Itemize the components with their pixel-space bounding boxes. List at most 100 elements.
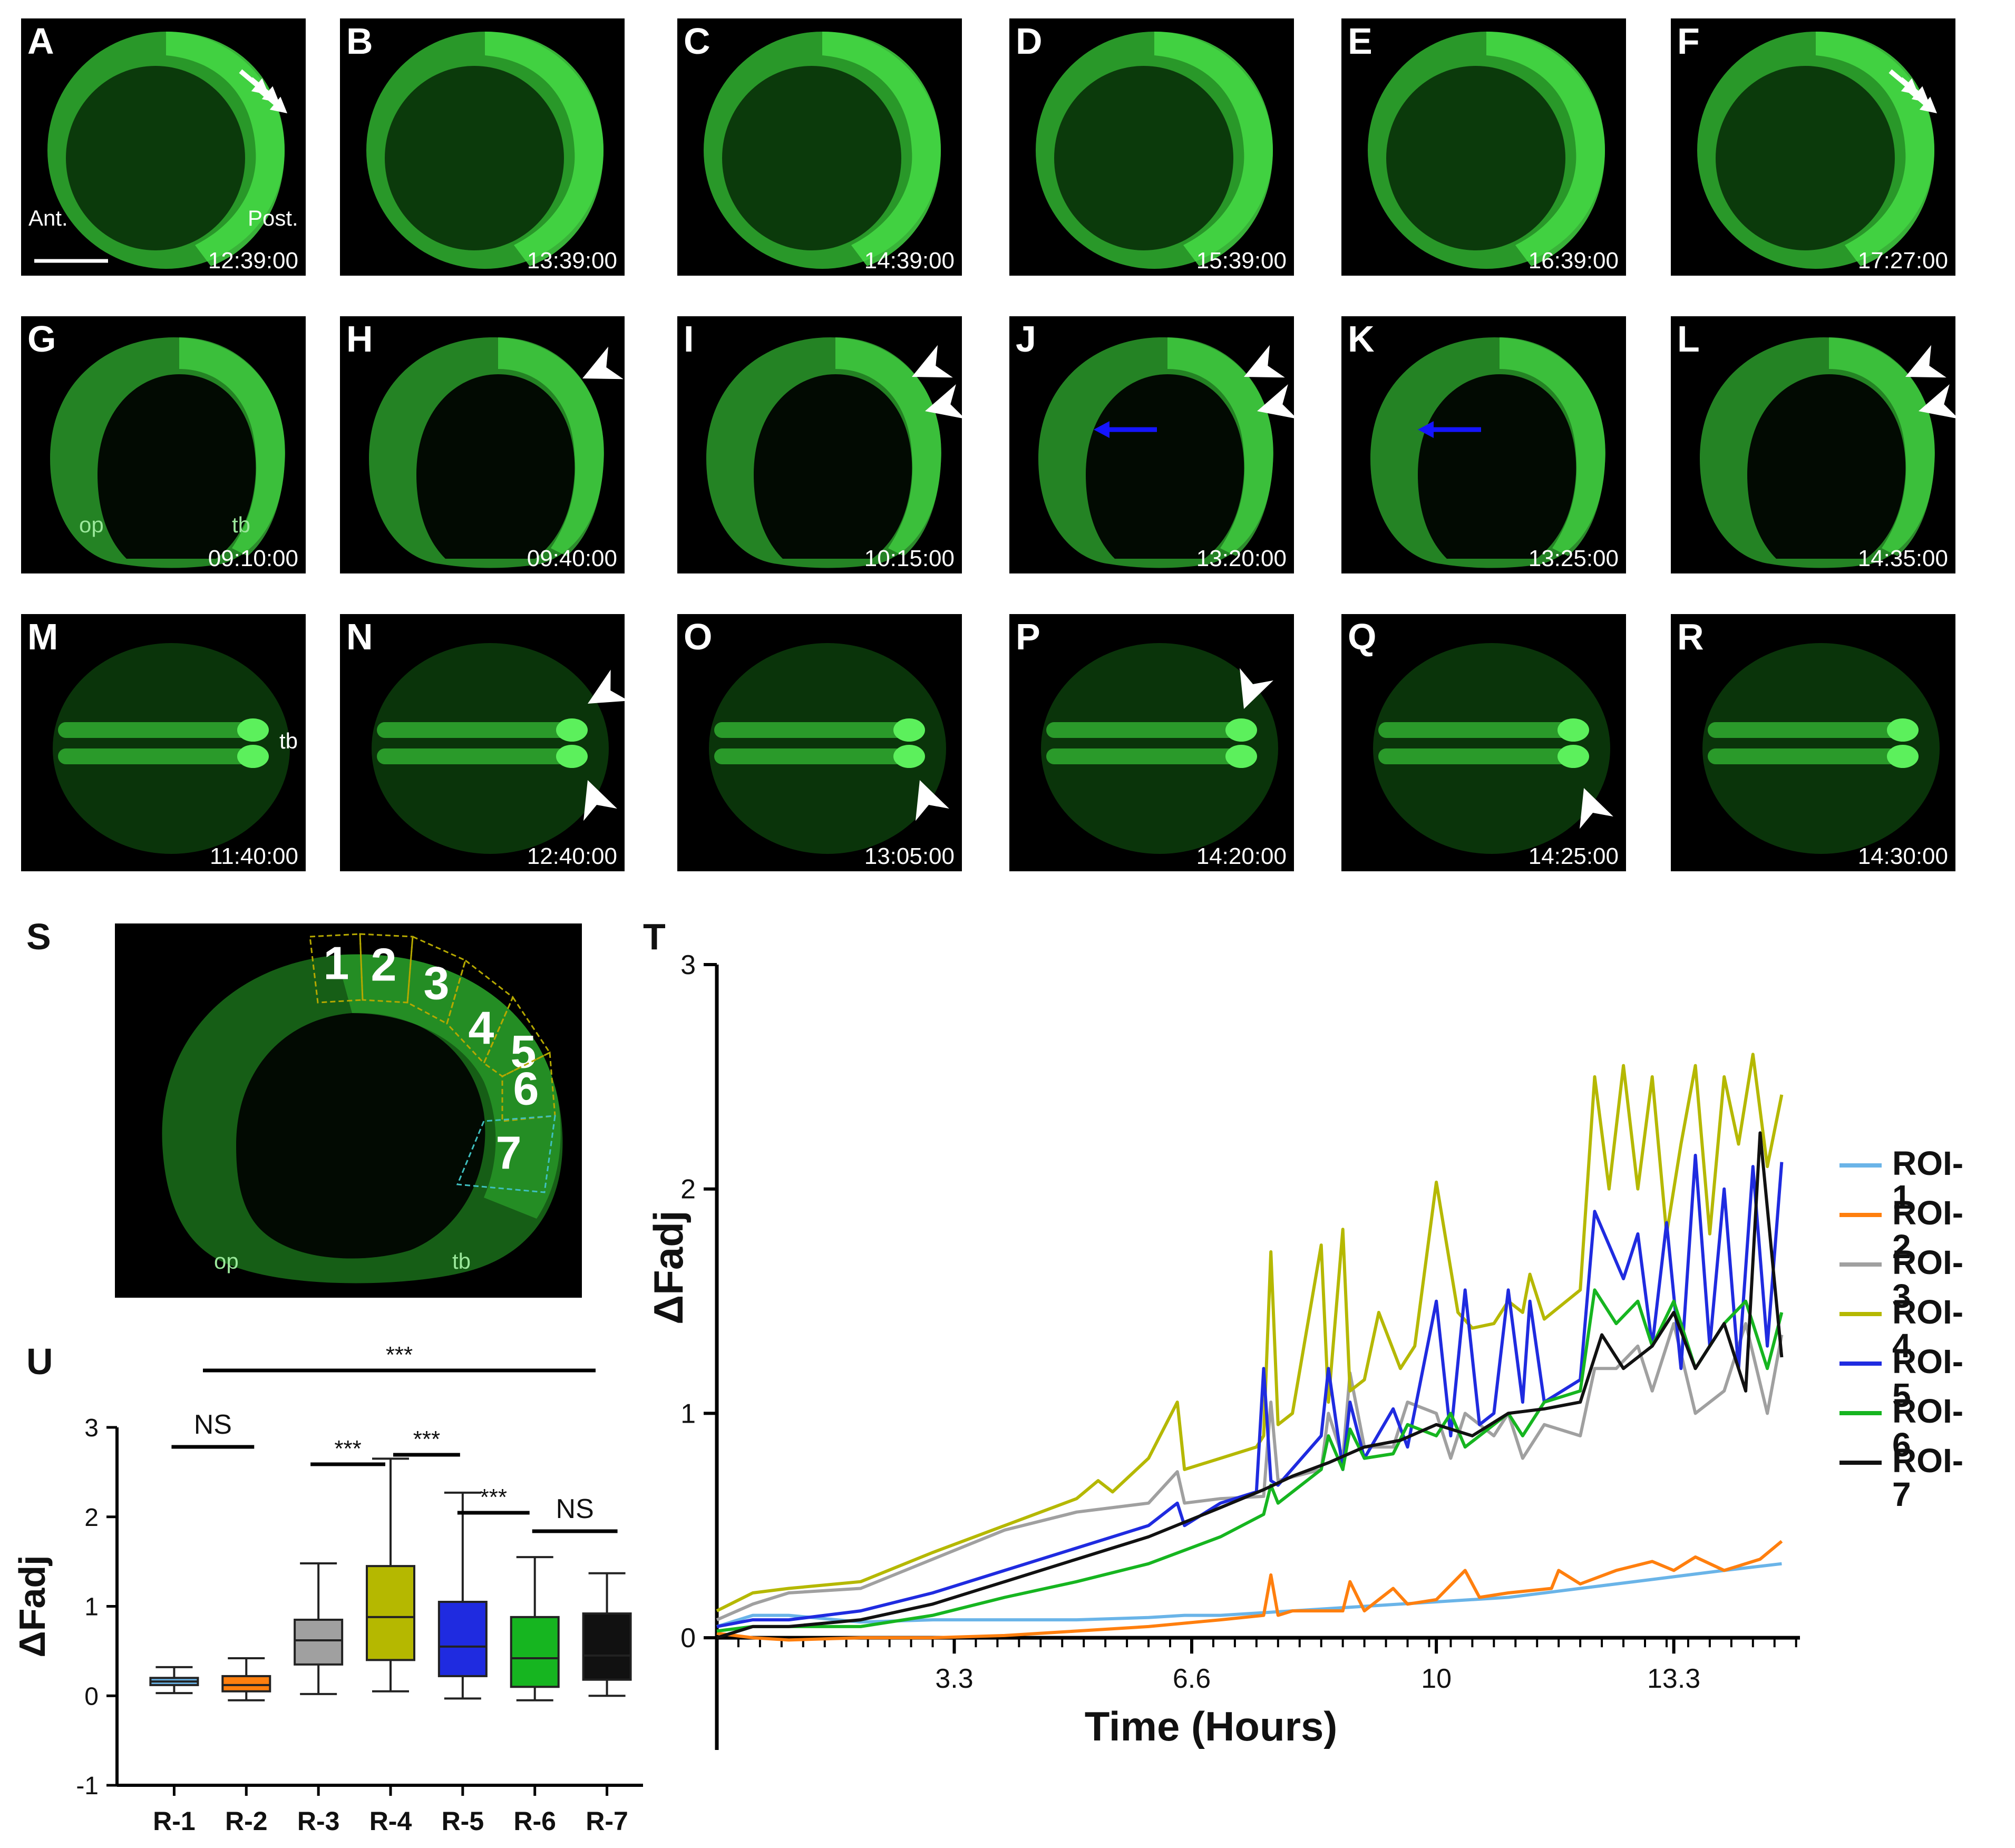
panel-r: R 14:30:00	[1671, 614, 1955, 871]
panel-p: P 14:20:00	[1009, 614, 1294, 871]
white-arrowhead-icon	[582, 346, 624, 380]
roi-7-outline	[456, 1115, 556, 1193]
panel-letter: G	[27, 318, 56, 359]
roi-1-label: 1	[324, 937, 349, 989]
legend-label: ROI-2	[1892, 1194, 1964, 1266]
panel-l: L 14:35:00	[1671, 316, 1955, 573]
significance-bar: ***	[310, 1436, 385, 1466]
y-axis-label: ΔFadj	[12, 1555, 53, 1657]
panel-letter: H	[346, 318, 373, 359]
blue-arrow-icon	[1418, 421, 1481, 438]
legend-swatch	[1839, 1461, 1882, 1465]
box-r-4	[366, 1457, 415, 1693]
white-arrowhead-icon	[1579, 788, 1613, 829]
white-arrowhead-icon	[1239, 668, 1273, 709]
annotation-tb: tb	[232, 512, 251, 537]
timestamp: 09:10:00	[208, 546, 298, 571]
panel-label-t: T	[643, 916, 666, 957]
y-tick-label: 3	[680, 950, 696, 980]
series-roi-2	[716, 1540, 1783, 1642]
panel-o: O 13:05:00	[677, 614, 962, 871]
timestamp: 14:39:00	[864, 248, 955, 274]
panel-letter: D	[1016, 21, 1043, 62]
annotation-ant: Ant.	[28, 206, 68, 230]
panel-n: N 12:40:00	[340, 614, 625, 871]
roi-6-label: 6	[513, 1062, 539, 1114]
timestamp: 17:27:00	[1857, 248, 1948, 274]
y-tick-label: 2	[680, 1174, 696, 1205]
panel-letter: N	[346, 616, 373, 657]
white-arrowhead-icon	[1257, 384, 1294, 419]
box-r-6	[510, 1556, 560, 1701]
y-tick-label: 1	[84, 1593, 99, 1621]
x-tick-label: R-1	[153, 1806, 196, 1836]
panel-m: M 11:40:00 tb	[21, 614, 306, 871]
x-tick-label: R-7	[586, 1806, 628, 1836]
x-tick-label: 3.3	[935, 1664, 973, 1694]
x-tick-label: 10	[1421, 1664, 1452, 1694]
box-r-3	[294, 1562, 344, 1695]
box-r-5	[437, 1491, 488, 1700]
panel-letter: Q	[1348, 616, 1377, 657]
panel-letter: I	[684, 318, 694, 359]
timestamp: 14:35:00	[1857, 546, 1948, 571]
roi-4-label: 4	[469, 1001, 494, 1054]
legend-label: ROI-4	[1892, 1293, 1964, 1365]
timestamp: 13:05:00	[864, 843, 955, 869]
panel-letter: K	[1348, 318, 1375, 359]
panel-letter: M	[27, 616, 59, 657]
roi-3-outline	[406, 935, 466, 1025]
panel-letter: F	[1677, 21, 1700, 62]
panel-b: B 13:39:00	[340, 18, 625, 276]
x-tick-label: 13.3	[1647, 1664, 1700, 1694]
legend-label: ROI-3	[1892, 1243, 1964, 1315]
tb-label: tb	[452, 1249, 471, 1273]
y-axis-label: ΔFadj	[645, 1211, 692, 1325]
roi-2-label: 2	[371, 938, 397, 990]
white-arrowhead-icon	[912, 345, 953, 378]
white-arrowhead-icon	[588, 669, 625, 704]
roi-7-label: 7	[496, 1126, 522, 1179]
panel-letter: R	[1677, 616, 1704, 657]
panel-label-u: U	[26, 1341, 53, 1382]
panel-label-s: S	[26, 916, 51, 957]
panel-e: E 16:39:00	[1341, 18, 1626, 276]
legend-label: ROI-1	[1892, 1144, 1964, 1216]
panel-letter: A	[27, 21, 54, 62]
significance-bar: ***	[393, 1426, 460, 1457]
significance-label: NS	[556, 1494, 594, 1524]
roi-3-label: 3	[424, 957, 450, 1009]
significance-label: ***	[334, 1436, 361, 1462]
panel-letter: C	[684, 21, 710, 62]
panel-q: Q 14:25:00	[1341, 614, 1626, 871]
x-tick-label: R-2	[225, 1806, 268, 1836]
panel-i: I 10:15:00	[677, 316, 962, 573]
white-arrowhead-icon	[1244, 345, 1285, 378]
annotation-post: Post.	[248, 206, 298, 230]
blue-arrow-icon	[1094, 421, 1157, 438]
timestamp: 10:15:00	[864, 546, 955, 571]
x-axis-label: Time (Hours)	[1085, 1703, 1338, 1749]
series-roi-7	[716, 1131, 1784, 1639]
x-tick-label: R-6	[513, 1806, 556, 1836]
panel-k: K 13:25:00	[1341, 316, 1626, 573]
white-arrowhead-icon	[583, 780, 617, 821]
significance-bar: NS	[171, 1409, 255, 1449]
significance-label: ***	[386, 1342, 413, 1368]
y-tick-label: 0	[84, 1682, 99, 1710]
annotation-op: op	[79, 512, 104, 537]
timestamp: 16:39:00	[1528, 248, 1619, 274]
legend-swatch	[1839, 1262, 1882, 1267]
x-tick-label: R-3	[297, 1806, 340, 1836]
y-tick-label: 0	[680, 1623, 696, 1654]
white-arrowhead-icon	[925, 384, 962, 419]
box-r-1	[149, 1666, 199, 1695]
y-tick-label: 2	[84, 1504, 99, 1532]
panel-letter: P	[1016, 616, 1040, 657]
legend-swatch	[1839, 1213, 1882, 1217]
box-r-2	[221, 1657, 271, 1701]
significance-bar: ***	[457, 1484, 530, 1515]
line-chart-t: 3.3 6.6 10 13.3 0 1 2 3 Time (Hours) ΔFadj	[632, 928, 1824, 1771]
significance-label: ***	[413, 1426, 440, 1452]
